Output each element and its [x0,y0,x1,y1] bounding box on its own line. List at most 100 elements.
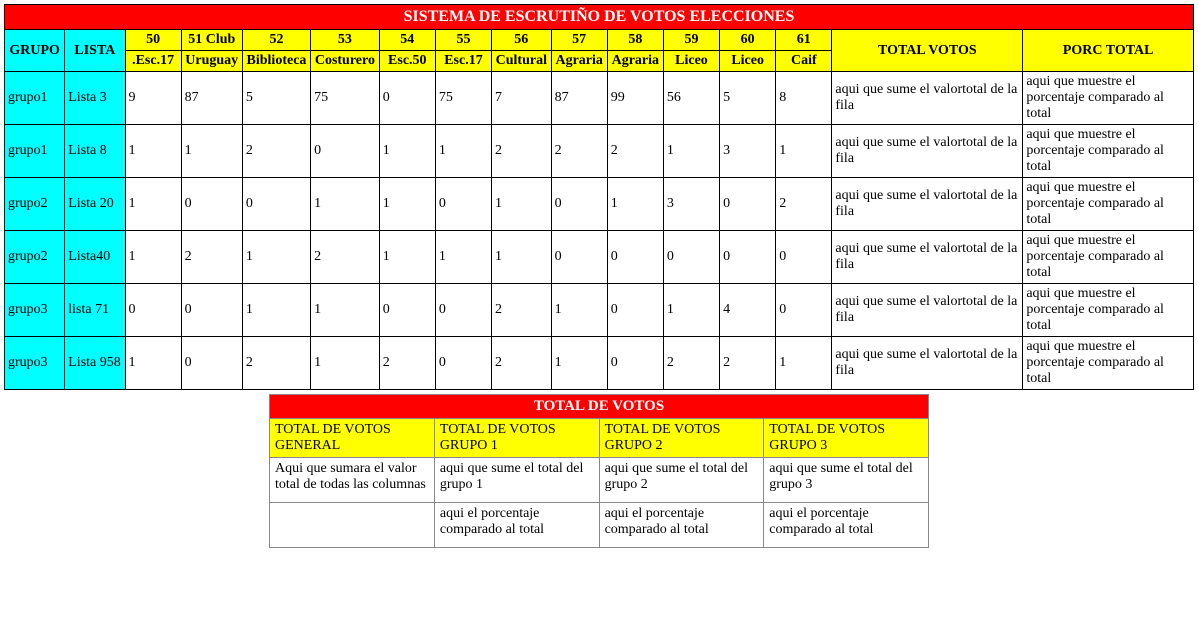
cell-grupo: grupo2 [5,231,65,284]
cell-value: 0 [776,284,832,337]
table-row: grupo1Lista 8112011222131aqui que sume e… [5,125,1194,178]
cell-value: 8 [776,72,832,125]
cell-grupo: grupo1 [5,72,65,125]
cell-value: 0 [125,284,181,337]
cell-lista: Lista 3 [65,72,125,125]
cell-value: 2 [311,231,380,284]
cell-value: 2 [492,125,552,178]
cell-value: 1 [311,284,380,337]
summary-cell: aqui que sume el total del grupo 2 [599,458,764,503]
cell-value: 1 [125,231,181,284]
header-circ-name: Agraria [551,51,607,72]
header-circ-num: 57 [551,30,607,51]
cell-row-porc: aqui que muestre el porcentaje comparado… [1023,125,1194,178]
cell-value: 0 [181,178,242,231]
cell-value: 0 [435,178,491,231]
cell-row-total: aqui que sume el valortotal de la fila [832,178,1023,231]
cell-grupo: grupo2 [5,178,65,231]
cell-value: 2 [551,125,607,178]
cell-value: 0 [663,231,719,284]
cell-row-total: aqui que sume el valortotal de la fila [832,284,1023,337]
cell-value: 75 [435,72,491,125]
cell-value: 1 [776,125,832,178]
votes-table: SISTEMA DE ESCRUTIÑO DE VOTOS ELECCIONES… [4,4,1194,390]
cell-value: 1 [311,337,380,390]
cell-value: 87 [181,72,242,125]
header-circ-num: 55 [435,30,491,51]
summary-head: TOTAL DE VOTOS GENERAL [270,419,435,458]
header-circ-num: 52 [242,30,310,51]
header-total-votos: TOTAL VOTOS [832,30,1023,72]
cell-value: 1 [435,125,491,178]
summary-head: TOTAL DE VOTOS GRUPO 1 [434,419,599,458]
cell-row-porc: aqui que muestre el porcentaje comparado… [1023,178,1194,231]
cell-value: 0 [607,337,663,390]
summary-head: TOTAL DE VOTOS GRUPO 2 [599,419,764,458]
cell-value: 0 [242,178,310,231]
main-title: SISTEMA DE ESCRUTIÑO DE VOTOS ELECCIONES [5,5,1194,30]
cell-lista: Lista 20 [65,178,125,231]
cell-value: 2 [720,337,776,390]
cell-lista: Lista 958 [65,337,125,390]
cell-grupo: grupo1 [5,125,65,178]
cell-value: 2 [492,284,552,337]
cell-value: 3 [663,178,719,231]
header-circ-num: 56 [492,30,552,51]
cell-value: 75 [311,72,380,125]
cell-row-porc: aqui que muestre el porcentaje comparado… [1023,284,1194,337]
cell-value: 1 [663,284,719,337]
summary-cell: aqui el porcentaje comparado al total [599,503,764,548]
cell-value: 2 [607,125,663,178]
cell-value: 2 [663,337,719,390]
cell-value: 0 [435,337,491,390]
summary-cell [270,503,435,548]
cell-value: 0 [607,231,663,284]
header-circ-name: .Esc.17 [125,51,181,72]
header-circ-name: Costurero [311,51,380,72]
cell-value: 0 [181,337,242,390]
cell-value: 1 [551,284,607,337]
header-circ-name: Esc.17 [435,51,491,72]
header-circ-num: 51 Club [181,30,242,51]
cell-value: 1 [551,337,607,390]
cell-value: 4 [720,284,776,337]
summary-title: TOTAL DE VOTOS [270,395,929,419]
cell-value: 1 [379,231,435,284]
cell-lista: lista 71 [65,284,125,337]
cell-value: 5 [242,72,310,125]
cell-value: 2 [181,231,242,284]
cell-lista: Lista40 [65,231,125,284]
header-circ-name: Uruguay [181,51,242,72]
cell-value: 0 [551,231,607,284]
cell-value: 3 [720,125,776,178]
header-grupo: GRUPO [5,30,65,72]
cell-value: 56 [663,72,719,125]
cell-value: 1 [776,337,832,390]
cell-row-total: aqui que sume el valortotal de la fila [832,72,1023,125]
cell-value: 2 [379,337,435,390]
summary-cell: Aqui que sumara el valor total de todas … [270,458,435,503]
cell-value: 2 [492,337,552,390]
cell-row-total: aqui que sume el valortotal de la fila [832,125,1023,178]
header-circ-num: 61 [776,30,832,51]
cell-value: 2 [776,178,832,231]
cell-row-porc: aqui que muestre el porcentaje comparado… [1023,231,1194,284]
cell-value: 0 [379,284,435,337]
cell-value: 2 [242,337,310,390]
table-row: grupo3lista 71001100210140aqui que sume … [5,284,1194,337]
summary-table: TOTAL DE VOTOS TOTAL DE VOTOS GENERAL TO… [269,394,929,548]
summary-cell: aqui que sume el total del grupo 3 [764,458,929,503]
table-row: grupo1Lista 3987575075787995658aqui que … [5,72,1194,125]
cell-value: 0 [435,284,491,337]
header-circ-num: 54 [379,30,435,51]
cell-value: 1 [492,178,552,231]
cell-value: 1 [379,178,435,231]
header-circ-name: Liceo [663,51,719,72]
cell-value: 1 [435,231,491,284]
summary-cell: aqui el porcentaje comparado al total [434,503,599,548]
cell-row-total: aqui que sume el valortotal de la fila [832,337,1023,390]
header-circ-name: Caif [776,51,832,72]
cell-value: 0 [379,72,435,125]
header-circ-num: 53 [311,30,380,51]
summary-cell: aqui el porcentaje comparado al total [764,503,929,548]
